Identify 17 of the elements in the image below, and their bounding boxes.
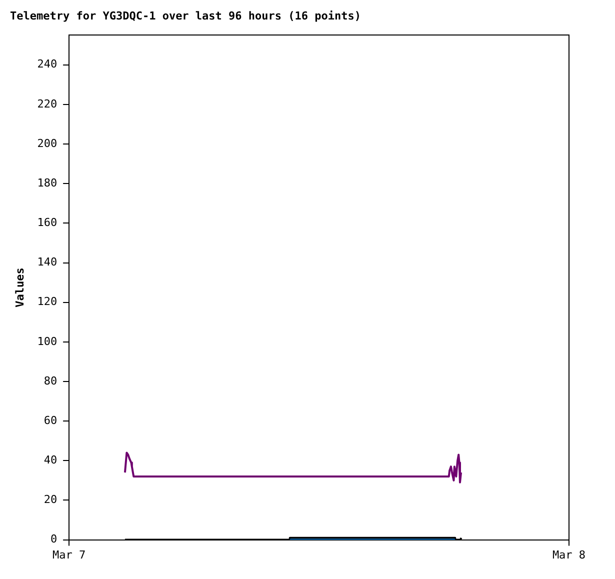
y-tick-label: 20: [44, 493, 58, 506]
y-tick-label: 200: [37, 136, 58, 150]
y-tick-label: 180: [37, 176, 58, 190]
chart-title: Telemetry for YG3DQC-1 over last 96 hours (16 points): [10, 9, 361, 22]
y-tick-label: 120: [37, 295, 58, 308]
y-tick-label: 160: [37, 216, 58, 230]
y-tick-label: 60: [44, 414, 58, 427]
y-tick-label: 100: [37, 334, 58, 348]
y-tick-label: 220: [37, 97, 58, 110]
y-tick-label: 140: [37, 256, 58, 269]
y-axis-title: Values: [13, 268, 26, 308]
y-tick-label: 40: [44, 454, 58, 467]
y-tick-label: 0: [50, 532, 58, 546]
x-tick-label: Mar 8: [552, 548, 586, 562]
y-tick-label: 80: [44, 374, 58, 388]
y-tick-label: 240: [37, 58, 58, 71]
x-tick-label: Mar 7: [52, 548, 86, 562]
